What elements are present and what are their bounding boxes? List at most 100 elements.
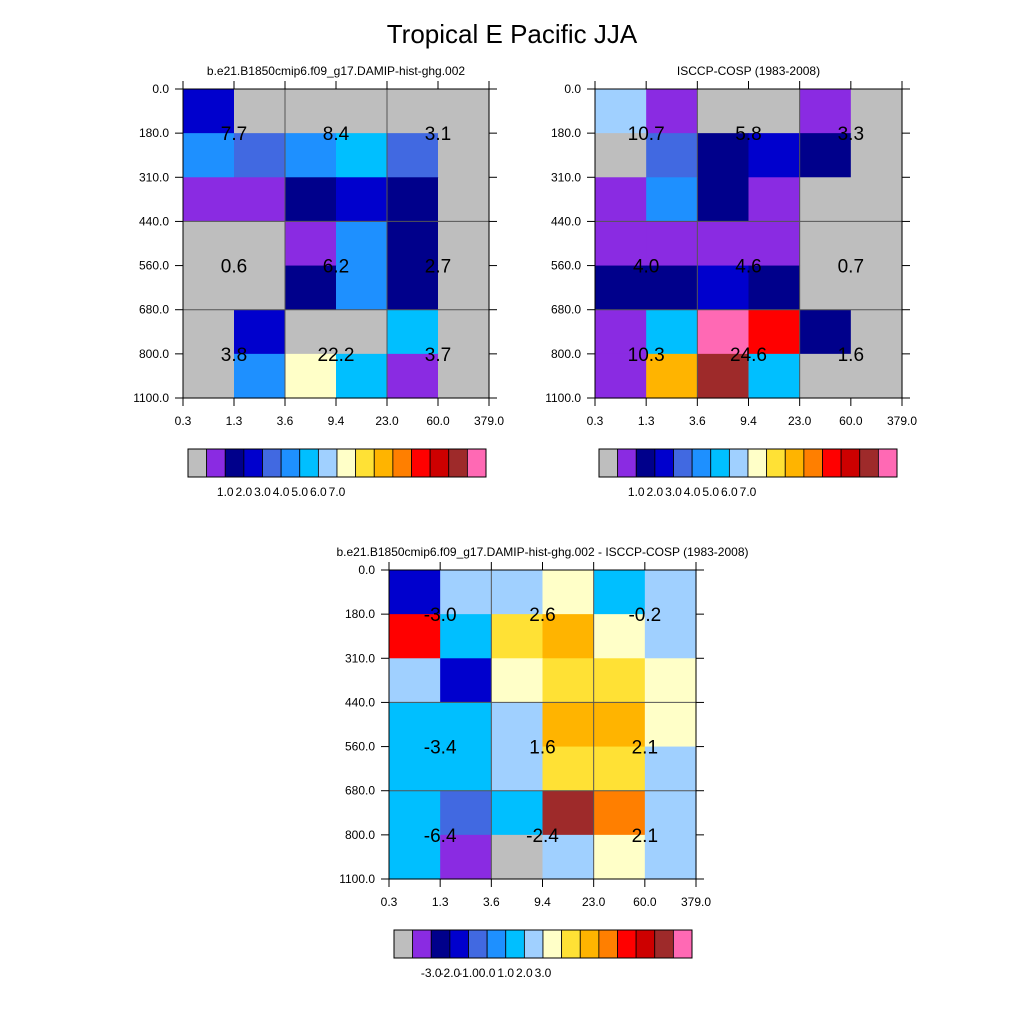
colorbar-swatch bbox=[598, 929, 618, 959]
heatmap-cell bbox=[234, 353, 286, 399]
y-tick-label: 0.0 bbox=[564, 82, 581, 96]
colorbar-swatch bbox=[430, 929, 451, 959]
heatmap-cell bbox=[850, 221, 903, 267]
colorbar: -3.0-2.0-1.0 0.0 1.0 2.0 3.0 bbox=[393, 929, 693, 980]
y-tick-label: 800.0 bbox=[345, 828, 375, 842]
x-tick-label: 3.6 bbox=[277, 414, 294, 428]
heatmap-cell bbox=[491, 614, 544, 659]
colorbar-swatch bbox=[579, 929, 600, 959]
y-tick-label: 560.0 bbox=[345, 740, 375, 754]
colorbar-label: 4.0 bbox=[273, 485, 290, 499]
heatmap-cell bbox=[440, 658, 492, 704]
x-tick-label: 0.3 bbox=[381, 895, 398, 909]
heatmap-cell bbox=[183, 309, 235, 355]
y-tick-label: 560.0 bbox=[139, 259, 169, 273]
y-tick-label: 440.0 bbox=[551, 214, 581, 228]
data-label: 2.1 bbox=[632, 738, 658, 759]
colorbar-label: 6.0 bbox=[721, 485, 738, 499]
colorbar-swatch bbox=[448, 448, 468, 478]
x-tick-label: 9.4 bbox=[534, 895, 551, 909]
colorbar-swatch bbox=[635, 929, 656, 959]
heatmap-cell bbox=[593, 746, 646, 792]
data-label: 4.6 bbox=[735, 257, 761, 278]
heatmap-cell bbox=[438, 309, 490, 355]
heatmap-cell bbox=[644, 614, 697, 659]
heatmap-cell bbox=[438, 265, 490, 311]
colorbar-swatch bbox=[449, 929, 469, 959]
heatmap-cell bbox=[389, 746, 441, 792]
heatmap-cell bbox=[285, 221, 337, 267]
heatmap-cell bbox=[491, 834, 544, 880]
y-tick-label: 180.0 bbox=[345, 607, 375, 621]
heatmap-cell bbox=[336, 353, 388, 399]
colorbar-label: 5.0 bbox=[702, 485, 719, 499]
heatmap-cell bbox=[595, 177, 647, 223]
heatmap-cell bbox=[799, 177, 852, 223]
data-label: 4.0 bbox=[633, 257, 659, 278]
x-tick-label: 0.3 bbox=[587, 414, 604, 428]
heatmap-cell bbox=[850, 133, 903, 178]
heatmap-cell bbox=[491, 658, 544, 704]
y-tick-label: 680.0 bbox=[345, 784, 375, 798]
x-tick-label: 60.0 bbox=[633, 895, 657, 909]
heatmap-cell bbox=[387, 133, 439, 178]
heatmap-cell bbox=[542, 702, 595, 748]
colorbar-label: 1.0 bbox=[217, 485, 234, 499]
heatmap-cell bbox=[595, 89, 647, 134]
data-label: 1.6 bbox=[529, 738, 555, 759]
colorbar-swatch bbox=[673, 448, 693, 478]
y-tick-label: 310.0 bbox=[139, 170, 169, 184]
data-label: 22.2 bbox=[318, 345, 355, 366]
y-tick-label: 1100.0 bbox=[133, 391, 169, 405]
data-label: 2.1 bbox=[632, 826, 658, 847]
y-tick-label: 800.0 bbox=[551, 347, 581, 361]
heatmap-cell bbox=[646, 133, 698, 178]
heatmap-cell bbox=[799, 133, 852, 178]
data-label: 3.7 bbox=[425, 345, 451, 366]
heatmap-cell bbox=[387, 221, 439, 267]
y-tick-label: 440.0 bbox=[139, 214, 169, 228]
heatmap-cell bbox=[542, 614, 595, 659]
colorbar-swatch bbox=[468, 929, 488, 959]
y-tick-label: 0.0 bbox=[358, 563, 375, 577]
x-tick-label: 23.0 bbox=[788, 414, 812, 428]
y-tick-label: 440.0 bbox=[345, 695, 375, 709]
panel-title: ISCCP-COSP (1983-2008) bbox=[677, 64, 820, 78]
heatmap-cell bbox=[646, 265, 698, 311]
x-tick-label: 9.4 bbox=[740, 414, 757, 428]
colorbar: 1.0 2.0 3.0 4.0 5.0 6.0 7.0 bbox=[598, 448, 898, 499]
y-tick-label: 800.0 bbox=[139, 347, 169, 361]
y-tick-label: 680.0 bbox=[139, 303, 169, 317]
heatmap-cell bbox=[438, 353, 490, 399]
colorbar-swatch bbox=[206, 448, 226, 478]
heatmap-cell bbox=[542, 790, 595, 836]
colorbar-frame bbox=[393, 929, 693, 959]
y-tick-label: 310.0 bbox=[551, 170, 581, 184]
heatmap-cell bbox=[646, 221, 698, 267]
heatmap-cell bbox=[387, 265, 439, 311]
colorbar-swatch bbox=[373, 448, 394, 478]
heatmap-cell bbox=[748, 221, 801, 267]
colorbar-swatch bbox=[505, 929, 525, 959]
colorbar-label: 7.0 bbox=[329, 485, 346, 499]
data-label: 2.7 bbox=[425, 257, 451, 278]
colorbar-label: 1.0 bbox=[497, 966, 514, 980]
colorbar-swatch bbox=[411, 448, 431, 478]
heatmap-cell bbox=[234, 221, 286, 267]
panel-difference: b.e21.B1850cmip6.f09_g17.DAMIP-hist-ghg.… bbox=[336, 545, 748, 980]
data-label: 10.7 bbox=[628, 124, 665, 145]
x-tick-label: 9.4 bbox=[328, 414, 345, 428]
x-tick-label: 3.6 bbox=[689, 414, 706, 428]
panel-model: b.e21.B1850cmip6.f09_g17.DAMIP-hist-ghg.… bbox=[133, 64, 504, 499]
heatmap-cell bbox=[542, 746, 595, 792]
colorbar-swatch bbox=[280, 448, 301, 478]
colorbar-label: -2.0 bbox=[440, 966, 461, 980]
x-tick-label: 1.3 bbox=[226, 414, 243, 428]
colorbar-swatch bbox=[392, 448, 412, 478]
colorbar-swatch bbox=[710, 448, 730, 478]
data-label: 3.1 bbox=[425, 124, 451, 145]
data-label: 8.4 bbox=[323, 124, 350, 145]
x-tick-label: 23.0 bbox=[582, 895, 606, 909]
heatmap-cell bbox=[542, 834, 595, 880]
